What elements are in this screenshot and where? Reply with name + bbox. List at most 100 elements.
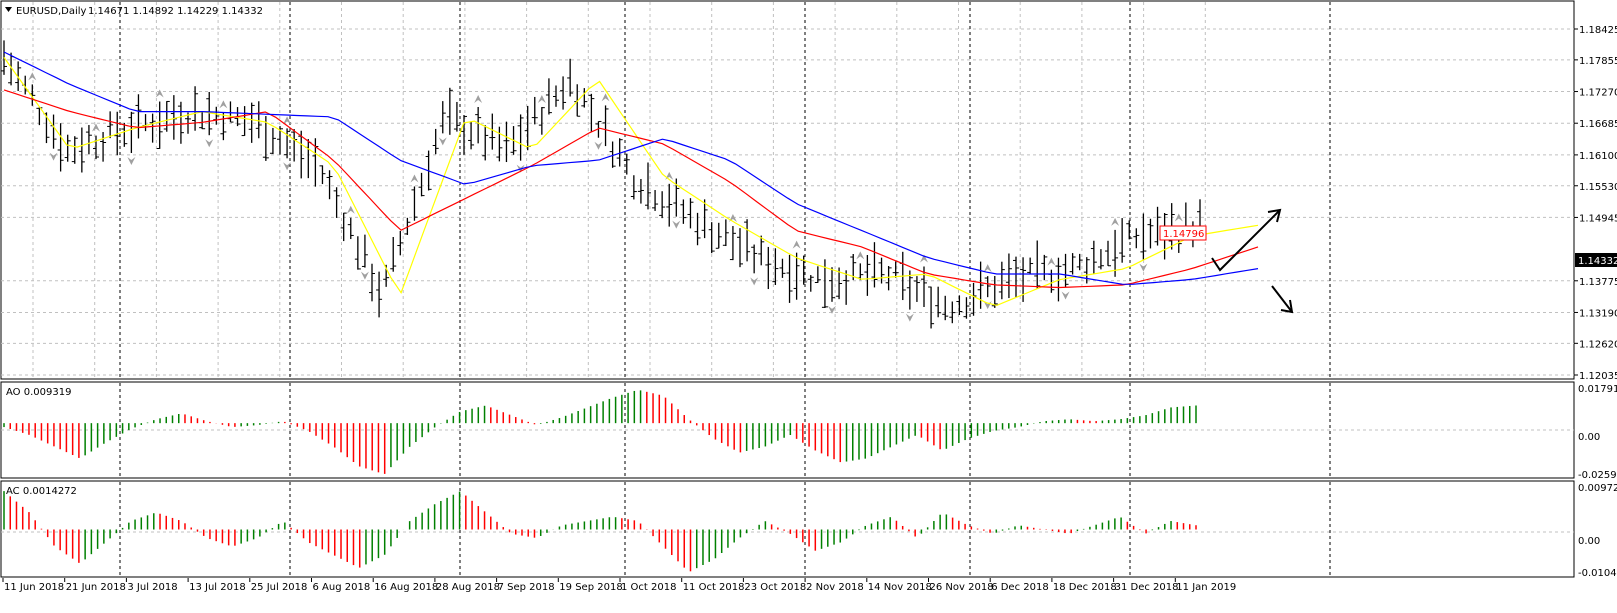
price-bar (78, 127, 85, 173)
time-tick-label: 14 Nov 2018 (868, 582, 932, 593)
price-bar (319, 165, 326, 185)
price-bar (177, 101, 184, 144)
chart-menu-triangle-icon[interactable] (5, 7, 12, 12)
price-bar (461, 115, 467, 155)
price-bar (1119, 218, 1126, 263)
fractal-up-icon (474, 95, 483, 104)
fractal-down-icon (49, 152, 58, 161)
time-tick-label: 6 Aug 2018 (313, 582, 371, 593)
fractal-up-icon (283, 116, 292, 125)
fractal-down-icon (672, 220, 681, 229)
price-bar (737, 228, 743, 268)
price-bar (708, 222, 715, 254)
price-axis[interactable]: 1.18425 1.17855 1.17270 1.16685 1.16100 1.155… (1574, 25, 1617, 382)
level-label-box[interactable] (1159, 225, 1207, 241)
price-bar (93, 135, 99, 160)
price-bar (347, 217, 354, 240)
ao-tick-bottom: -0.025911 (1578, 470, 1617, 481)
fractal-down-icon (1061, 291, 1070, 300)
fractal-up-icon (1047, 257, 1056, 266)
price-bar (284, 128, 291, 159)
ac-tick-zero: 0.00 (1578, 536, 1600, 547)
ma-slow-line (3, 51, 1259, 285)
price-bar (418, 172, 425, 197)
price-bar (906, 270, 913, 310)
price-bar (765, 246, 772, 290)
price-bar (531, 96, 538, 125)
level-label: 1.14796 (1163, 229, 1204, 240)
price-bar (446, 87, 453, 135)
fractal-up-icon (1174, 213, 1183, 222)
price-tick-label: 1.13775 (1579, 277, 1617, 288)
price-bar (829, 267, 835, 302)
price-bar (439, 101, 446, 134)
price-bar (836, 267, 843, 300)
time-tick-label: 11 Jan 2019 (1176, 582, 1236, 593)
chart-ohlc: 1.14671 1.14892 1.14229 1.14332 (88, 6, 263, 17)
price-bar (1083, 257, 1090, 284)
price-bar (64, 134, 71, 162)
price-bar (779, 258, 786, 278)
time-tick-label: 11 Jun 2018 (4, 582, 64, 593)
price-bar (411, 186, 418, 221)
price-bar (1062, 253, 1069, 288)
period-separators (119, 2, 1331, 576)
time-tick-label: 3 Jul 2018 (127, 582, 177, 593)
ao-label: AO 0.009319 (6, 387, 71, 398)
price-bar (220, 112, 227, 141)
time-tick-label: 16 Aug 2018 (374, 582, 438, 593)
fractal-markers (28, 72, 1183, 322)
price-bar (814, 266, 821, 283)
price-bar (843, 270, 850, 305)
arrow-down-projection (1271, 285, 1293, 313)
chart-grid (1, 2, 1574, 533)
ac-histogram (3, 491, 1197, 572)
fractal-up-icon (1111, 217, 1120, 226)
price-tick-label: 1.17855 (1579, 56, 1617, 67)
price-bar (793, 252, 800, 300)
arrow-up-projection (1211, 209, 1281, 272)
price-tick-label: 1.16685 (1579, 119, 1617, 130)
price-bar (255, 101, 262, 139)
price-tick-label: 1.13190 (1579, 308, 1617, 319)
price-bar (645, 162, 651, 210)
price-bar (545, 78, 552, 115)
price-bar (878, 257, 885, 284)
price-bar (503, 121, 510, 163)
price-bar (475, 107, 482, 144)
price-bar (616, 138, 623, 167)
time-tick-label: 11 Oct 2018 (683, 582, 745, 593)
price-bar (687, 198, 694, 229)
main-price-panel[interactable] (0, 0, 1575, 380)
price-tick-label: 1.14945 (1579, 213, 1617, 224)
price-bar (517, 114, 524, 161)
fractal-down-icon (905, 313, 914, 322)
price-bar (1090, 240, 1097, 274)
projection-arrows[interactable] (1211, 208, 1294, 314)
price-bar (156, 101, 163, 150)
price-bar (998, 261, 1005, 300)
fractal-down-icon (750, 277, 759, 286)
ac-panel[interactable] (0, 480, 1575, 578)
price-tick-label: 1.12620 (1579, 339, 1617, 350)
price-bar (1069, 253, 1076, 275)
price-bar (567, 58, 574, 97)
price-bar (772, 248, 779, 286)
time-tick-label: 7 Sep 2018 (498, 582, 555, 593)
price-bar (1112, 229, 1119, 277)
price-bar (128, 111, 135, 153)
price-tick-label: 1.17270 (1579, 88, 1617, 99)
arrow-up-head-icon (1267, 208, 1282, 223)
price-bar (149, 113, 156, 143)
price-bar (659, 191, 666, 219)
price-bar (326, 170, 333, 200)
fractal-down-icon (438, 137, 447, 146)
time-tick-label: 26 Nov 2018 (930, 582, 994, 593)
price-bar (1034, 240, 1041, 289)
time-axis[interactable]: 11 Jun 2018 21 Jun 2018 3 Jul 2018 13 Jul 2… (2, 578, 1236, 593)
ma-fast-line (3, 57, 1259, 307)
price-bar (786, 254, 793, 303)
price-bar (913, 276, 920, 302)
moving-averages (3, 51, 1259, 307)
